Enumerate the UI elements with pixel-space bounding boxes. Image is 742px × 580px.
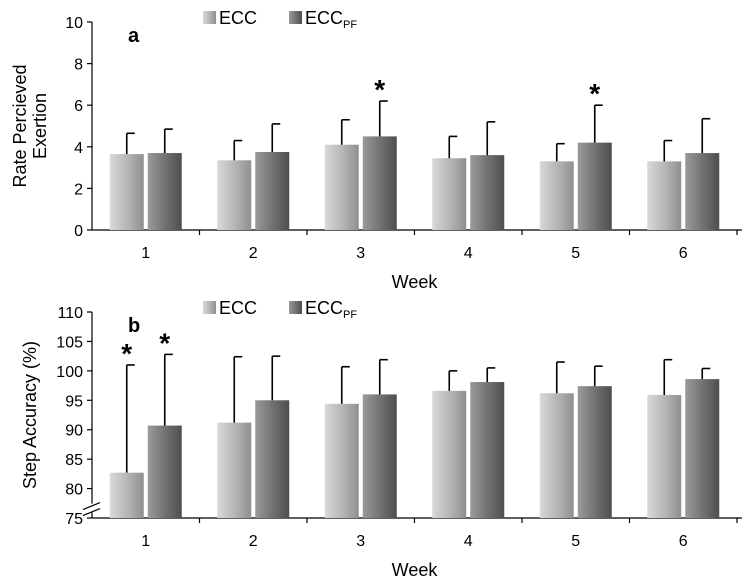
legend-subscript: PF xyxy=(343,309,357,321)
axis-break-gap xyxy=(82,503,102,513)
panel-letter: a xyxy=(128,25,140,47)
bar-ecc-week-6 xyxy=(647,161,682,230)
bar-eccpf-week-3 xyxy=(362,136,397,230)
y-axis-title-line: Step Accuracy (%) xyxy=(20,341,40,489)
y-tick-label: 80 xyxy=(65,482,83,499)
bar-eccpf-week-3 xyxy=(362,394,397,518)
y-tick-label: 0 xyxy=(74,223,83,240)
panel-letter: b xyxy=(128,315,140,337)
bar-ecc-week-5 xyxy=(539,393,574,518)
bar-ecc-week-4 xyxy=(432,158,467,230)
y-axis-title: Rate PercievedExertion xyxy=(10,64,50,187)
bar-eccpf-week-6 xyxy=(685,379,720,518)
x-tick-label: 4 xyxy=(464,533,473,550)
bar-ecc-week-5 xyxy=(539,161,574,230)
y-axis-title: Step Accuracy (%) xyxy=(20,341,40,489)
x-tick-label: 4 xyxy=(464,245,473,262)
y-tick-label: 85 xyxy=(65,452,83,469)
bar-eccpf-week-2 xyxy=(255,400,290,518)
bar-eccpf-week-4 xyxy=(470,155,505,230)
bar-ecc-week-4 xyxy=(432,390,467,518)
y-tick-label: 75 xyxy=(65,511,83,528)
axis-break-mark xyxy=(82,502,101,511)
x-tick-label: 3 xyxy=(356,533,365,550)
x-tick-label: 1 xyxy=(141,245,150,262)
bar-ecc-week-1 xyxy=(109,472,144,518)
bar-eccpf-week-1 xyxy=(147,153,182,230)
significance-star: * xyxy=(121,338,132,369)
significance-star: * xyxy=(589,78,600,109)
x-tick-label: 5 xyxy=(571,245,580,262)
y-axis-title-line: Rate Percieved xyxy=(10,64,30,187)
x-tick-label: 2 xyxy=(249,533,258,550)
axis-break-mark xyxy=(82,508,101,517)
y-tick-label: 10 xyxy=(65,15,83,32)
bar-ecc-week-2 xyxy=(217,422,252,518)
bar-eccpf-week-4 xyxy=(470,382,505,518)
x-tick-label: 2 xyxy=(249,245,258,262)
bar-eccpf-week-5 xyxy=(577,142,612,230)
y-tick-label: 90 xyxy=(65,423,83,440)
y-tick-label: 110 xyxy=(57,305,83,322)
bar-ecc-week-3 xyxy=(324,144,359,230)
bar-ecc-week-6 xyxy=(647,394,682,518)
bar-eccpf-week-5 xyxy=(577,386,612,518)
significance-star: * xyxy=(159,327,170,358)
x-axis-title: Week xyxy=(392,272,439,292)
legend-swatch-ecc xyxy=(203,301,216,314)
y-tick-label: 95 xyxy=(65,393,83,410)
legend-swatch-eccpf xyxy=(289,301,302,314)
legend-label-eccpf: ECCPF xyxy=(305,8,357,31)
x-axis-title: Week xyxy=(392,560,439,580)
y-tick-label: 2 xyxy=(74,181,83,198)
y-tick-label: 8 xyxy=(74,57,83,74)
bar-ecc-week-2 xyxy=(217,160,252,230)
y-tick-label: 4 xyxy=(74,140,83,157)
x-tick-label: 6 xyxy=(679,245,688,262)
x-tick-label: 6 xyxy=(679,533,688,550)
x-tick-label: 1 xyxy=(141,533,150,550)
legend-label-ecc: ECC xyxy=(219,298,257,318)
y-axis-title-line: Exertion xyxy=(30,93,50,159)
y-tick-label: 6 xyxy=(74,98,83,115)
legend-subscript: PF xyxy=(343,19,357,31)
legend-swatch-ecc xyxy=(203,11,216,24)
x-tick-label: 5 xyxy=(571,533,580,550)
y-tick-label: 100 xyxy=(56,364,83,381)
bar-eccpf-week-1 xyxy=(147,425,182,518)
bar-eccpf-week-6 xyxy=(685,153,720,230)
legend-label-ecc: ECC xyxy=(219,8,257,28)
bar-ecc-week-1 xyxy=(109,154,144,230)
bar-eccpf-week-2 xyxy=(255,152,290,230)
legend-label-eccpf: ECCPF xyxy=(305,298,357,321)
legend-swatch-eccpf xyxy=(289,11,302,24)
x-tick-label: 3 xyxy=(356,245,365,262)
bar-ecc-week-3 xyxy=(324,403,359,518)
significance-star: * xyxy=(374,74,385,105)
y-tick-label: 105 xyxy=(56,334,83,351)
